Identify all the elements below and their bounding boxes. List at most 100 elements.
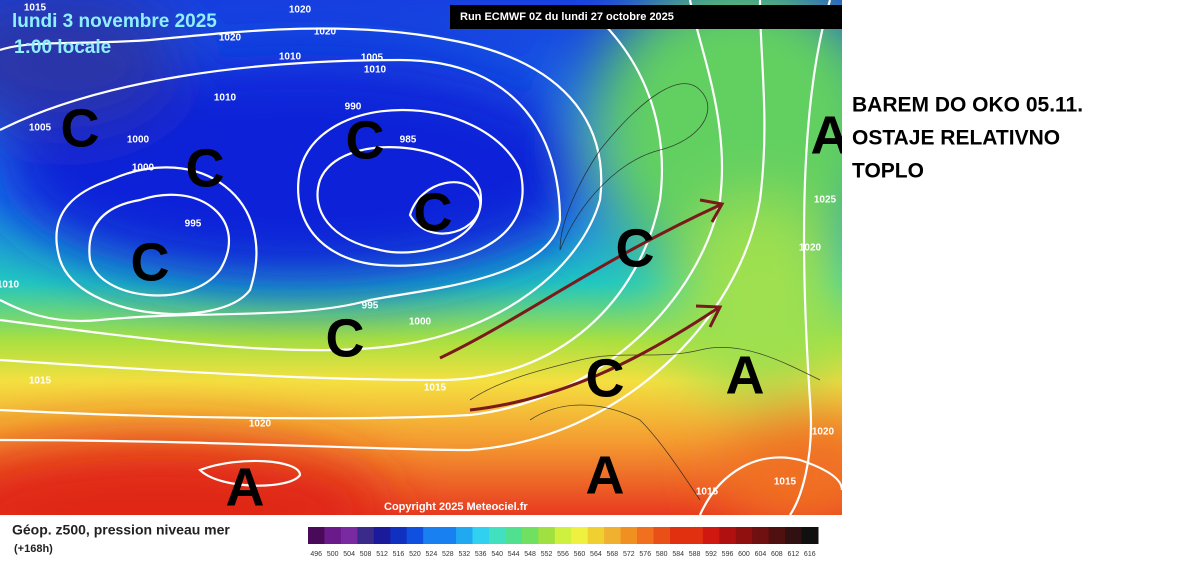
scale-swatch xyxy=(686,527,704,544)
scale-label: 512 xyxy=(376,551,388,558)
isobar-label: 1000 xyxy=(409,317,432,328)
scale-swatch xyxy=(604,527,622,544)
isobar-label: 1005 xyxy=(361,53,384,64)
scale-label: 600 xyxy=(738,551,750,558)
copyright: Copyright 2025 Meteociel.fr xyxy=(384,501,528,513)
scale-label: 568 xyxy=(607,551,619,558)
scale-label: 536 xyxy=(475,551,487,558)
pressure-center: C xyxy=(131,232,170,292)
scale-label: 516 xyxy=(393,551,405,558)
scale-swatch xyxy=(538,527,556,544)
scale-swatch xyxy=(340,527,358,544)
pressure-center: C xyxy=(186,138,225,198)
scale-label: 608 xyxy=(771,551,783,558)
scale-swatch xyxy=(521,527,539,544)
isobar-label: 1025 xyxy=(814,195,837,206)
run-banner xyxy=(450,5,842,29)
isobar-label: 990 xyxy=(345,102,362,113)
scale-label: 504 xyxy=(343,551,355,558)
scale-swatch xyxy=(735,527,753,544)
scale-swatch xyxy=(406,527,424,544)
scale-swatch xyxy=(324,527,342,544)
scale-label: 500 xyxy=(327,551,339,558)
isobar-label: 995 xyxy=(362,301,379,312)
color-scale: 496 500 504 508 512 516 520 524 528 532 536 540 544 5… xyxy=(308,527,819,558)
scale-label: 548 xyxy=(524,551,536,558)
scale-swatch xyxy=(620,527,638,544)
scale-label: 560 xyxy=(574,551,586,558)
scale-swatch xyxy=(702,527,720,544)
annotation-line: TOPLO xyxy=(852,160,924,183)
scale-swatch xyxy=(768,527,786,544)
pressure-center: C xyxy=(616,218,655,278)
pressure-center: C xyxy=(61,98,100,158)
isobar-label: 1000 xyxy=(127,135,150,146)
scale-swatch xyxy=(308,527,325,544)
isobar-label: 1005 xyxy=(29,123,52,134)
scale-label: 540 xyxy=(491,551,503,558)
pressure-center: C xyxy=(326,308,365,368)
scale-swatch xyxy=(357,527,375,544)
isobar-label: 1020 xyxy=(219,33,242,44)
scale-label: 584 xyxy=(672,551,684,558)
scale-label: 524 xyxy=(426,551,438,558)
annotation-line: BAREM DO OKO 05.11. xyxy=(852,94,1083,117)
scale-label: 520 xyxy=(409,551,421,558)
isobar-label: 1015 xyxy=(29,376,52,387)
pressure-center: A xyxy=(586,445,625,505)
scale-swatch xyxy=(488,527,506,544)
isobar-label: 1010 xyxy=(279,52,302,63)
isobar-label: 1015 xyxy=(774,477,797,488)
scale-swatch xyxy=(785,527,803,544)
scale-swatch xyxy=(423,527,441,544)
scale-label: 576 xyxy=(639,551,651,558)
isobar-label: 1015 xyxy=(424,383,447,394)
arrows xyxy=(439,198,725,412)
run-text: Run ECMWF 0Z du lundi 27 octobre 2025 xyxy=(460,11,674,23)
scale-swatch xyxy=(653,527,671,544)
scale-label: 544 xyxy=(508,551,520,558)
coastlines xyxy=(469,83,821,501)
scale-label: 532 xyxy=(458,551,470,558)
scale-swatch xyxy=(752,527,770,544)
isobar-label: 1015 xyxy=(24,3,47,14)
scale-label: 528 xyxy=(442,551,454,558)
isobar-label: 1010 xyxy=(0,280,20,291)
scale-label: 552 xyxy=(541,551,553,558)
annotation-line: OSTAJE RELATIVNO xyxy=(852,127,1060,150)
pressure-center: C xyxy=(586,348,625,408)
pressure-center: A xyxy=(811,105,850,165)
legend-lead: (+168h) xyxy=(14,543,53,555)
pressure-center: A xyxy=(226,457,265,517)
scale-label: 604 xyxy=(755,551,767,558)
scale-swatch xyxy=(390,527,408,544)
scale-label: 580 xyxy=(656,551,668,558)
isobar-label: 1020 xyxy=(314,27,337,38)
isobar-label: 1010 xyxy=(214,93,237,104)
scale-swatch xyxy=(637,527,654,544)
isobar-label: 985 xyxy=(400,135,417,146)
scale-label: 496 xyxy=(310,551,322,558)
scale-swatch xyxy=(472,527,490,544)
scale-label: 588 xyxy=(689,551,701,558)
scale-label: 592 xyxy=(705,551,717,558)
isobar-label: 1020 xyxy=(799,243,822,254)
scale-label: 572 xyxy=(623,551,635,558)
isobar-label: 1010 xyxy=(364,65,387,76)
scale-swatch xyxy=(801,527,819,544)
scale-label: 556 xyxy=(557,551,569,558)
scale-swatch xyxy=(719,527,737,544)
pressure-center: C xyxy=(346,110,385,170)
scale-swatch xyxy=(587,527,605,544)
scale-label: 612 xyxy=(787,551,799,558)
scale-swatch xyxy=(456,527,474,544)
scale-label: 508 xyxy=(360,551,372,558)
scale-swatch xyxy=(669,527,687,544)
scale-swatch xyxy=(505,527,523,544)
isobar-label: 1020 xyxy=(289,5,312,16)
scale-label: 596 xyxy=(722,551,734,558)
